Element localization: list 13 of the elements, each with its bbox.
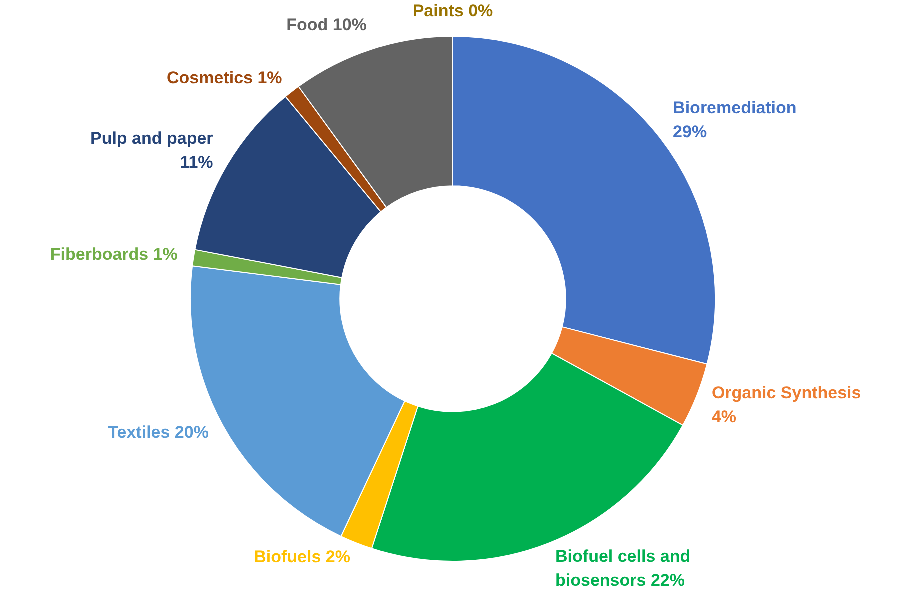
data-label: 11%	[180, 152, 214, 172]
data-label: 4%	[712, 408, 737, 427]
slice-label: Biofuel cells and biosensors 22%	[556, 546, 691, 590]
slice-label: Organic Synthesis	[712, 384, 862, 403]
slice-label: Food 10%	[286, 15, 367, 34]
slice-label: Pulp and paper	[90, 128, 214, 148]
slice-label: Cosmetics 1%	[167, 68, 282, 88]
slice-label: Bioremediation	[673, 98, 797, 118]
slice-label: Fiberboards 1%	[50, 245, 178, 264]
data-label: 29%	[673, 122, 708, 142]
slice-label: Textiles 20%	[108, 422, 209, 442]
category-label: Paints 0%	[412, 2, 494, 21]
slice-label: Biofuels 2%	[254, 548, 350, 567]
